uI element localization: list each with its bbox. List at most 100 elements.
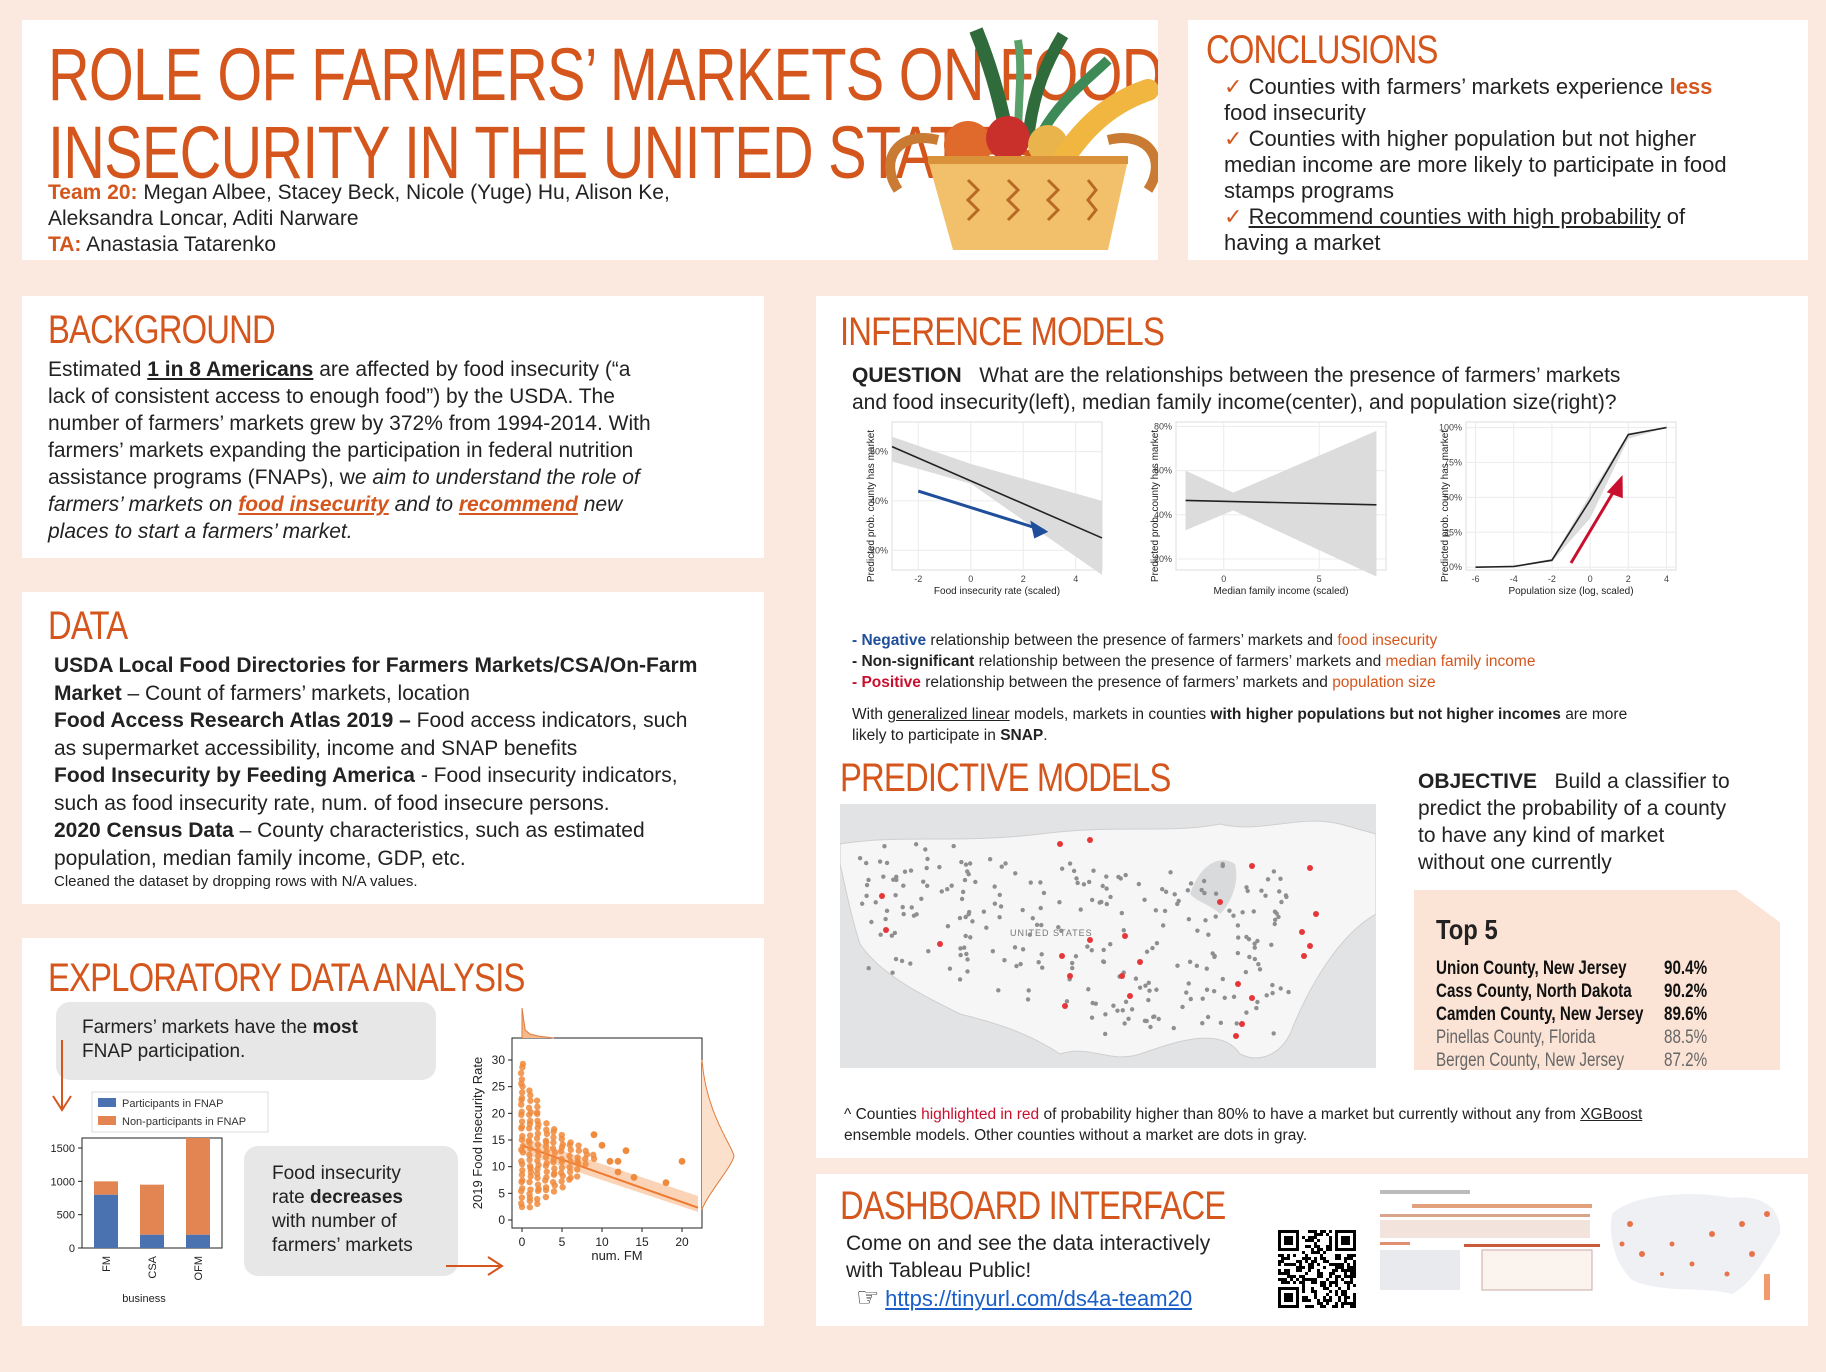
map-dot-gray (925, 883, 930, 889)
qr-module (1311, 1230, 1314, 1233)
dashboard-link[interactable]: https://tinyurl.com/ds4a-team20 (885, 1286, 1193, 1311)
bar-category-label: CSA (147, 1255, 159, 1278)
qr-module (1317, 1248, 1320, 1251)
map-dot-gray (893, 893, 898, 898)
map-dot-gray (1206, 932, 1211, 937)
map-dot-gray (1070, 965, 1075, 971)
qr-module (1353, 1305, 1356, 1308)
map-dot-gray (913, 842, 919, 847)
map-dot-gray (1104, 901, 1109, 907)
scatter-point (527, 1186, 534, 1193)
qr-module (1335, 1281, 1338, 1284)
qr-module (1320, 1281, 1323, 1284)
map-dot-gray (958, 946, 963, 951)
scatter-point (575, 1142, 582, 1149)
qr-module (1302, 1236, 1305, 1239)
qr-module (1296, 1269, 1299, 1272)
map-dot-gray (1222, 995, 1227, 1001)
qr-module (1323, 1305, 1326, 1308)
map-dot-gray (909, 905, 914, 910)
top5-percent: 89.6% (1664, 1004, 1708, 1025)
map-dot-red (1301, 953, 1307, 959)
qr-module (1302, 1296, 1305, 1299)
eda-callout-2: Food insecurity rate decreases with numb… (244, 1146, 458, 1276)
map-dot-gray (1085, 944, 1090, 949)
qr-module (1284, 1272, 1287, 1275)
scatter-point (518, 1157, 525, 1165)
qr-module (1314, 1251, 1317, 1254)
qr-module (1335, 1278, 1338, 1281)
qr-module (1347, 1266, 1350, 1269)
qr-module (1305, 1305, 1308, 1308)
predictive-panel: PREDICTIVE MODELS UNITED STATES OBJECTIV… (816, 750, 1808, 1158)
qr-module (1350, 1254, 1353, 1257)
dashboard-panel: DASHBOARD INTERFACE Come on and see the … (816, 1174, 1808, 1326)
scatter-point (606, 1157, 614, 1165)
eda-panel: EXPLORATORY DATA ANALYSIS Farmers’ marke… (22, 938, 764, 1326)
map-dot-gray (1269, 942, 1274, 948)
map-dot-gray (1286, 989, 1291, 995)
map-dot-gray (1244, 885, 1249, 890)
qr-module (1278, 1254, 1281, 1257)
map-dot-gray (1086, 879, 1092, 885)
scatter-point (519, 1089, 526, 1096)
map-dot-gray (1284, 894, 1289, 900)
map-dot-gray (1038, 905, 1043, 911)
qr-module (1344, 1260, 1347, 1263)
map-dot-gray (884, 908, 890, 914)
map-dot-gray (992, 884, 997, 889)
dashboard-thumbnail[interactable] (1372, 1184, 1792, 1314)
dashboard-title: DASHBOARD INTERFACE (840, 1184, 1226, 1228)
inf-xtick-label: 5 (1317, 574, 1322, 584)
map-dot-gray (1194, 963, 1200, 969)
bar-participants (186, 1234, 210, 1248)
qr-module (1305, 1254, 1308, 1257)
qr-module (1323, 1266, 1326, 1269)
map-dot-red (1087, 937, 1093, 943)
qr-module (1314, 1233, 1317, 1236)
bar-non-participants (186, 1138, 210, 1235)
team-members: Megan Albee, Stacey Beck, Nicole (Yuge) … (143, 181, 670, 204)
map-dot-gray (1160, 886, 1165, 892)
map-dot-gray (1247, 954, 1252, 960)
qr-module (1278, 1260, 1281, 1263)
inf2-fit-line (1185, 499, 1377, 506)
map-dot-red (1087, 837, 1093, 843)
qr-module (1281, 1257, 1284, 1260)
bar-category-label: FM (101, 1256, 113, 1272)
scatter-point (582, 1147, 589, 1155)
inf-xlabel: Food insecurity rate (scaled) (934, 586, 1060, 597)
bar-legend-swatch (98, 1116, 116, 1125)
scatter-point (533, 1097, 541, 1104)
eda-title: EXPLORATORY DATA ANALYSIS (48, 956, 525, 1000)
scatter-point (543, 1160, 550, 1167)
inf-ylabel: Predicted prob. county has market (866, 430, 877, 583)
map-dot-gray (1028, 880, 1033, 885)
map-dot-gray (1129, 1007, 1135, 1012)
qr-module (1308, 1299, 1311, 1302)
map-dot-gray (990, 949, 996, 954)
qr-code[interactable] (1278, 1230, 1356, 1308)
map-dot-gray (1122, 1021, 1127, 1026)
map-dot-gray (1244, 934, 1249, 940)
map-dot-gray (864, 882, 870, 888)
map-dot-gray (859, 901, 865, 906)
scatter-point (525, 1137, 533, 1144)
conclusion-item-3: ✓ Recommend counties with high probabili… (1224, 204, 1686, 255)
inf-xtick-label: -2 (1548, 574, 1556, 584)
map-dot-gray (864, 893, 869, 899)
map-dot-gray (901, 911, 906, 917)
map-dot-gray (1176, 898, 1181, 904)
map-dot-gray (1272, 921, 1277, 927)
map-dot-gray (926, 948, 931, 954)
scatter-point (543, 1120, 550, 1127)
top5-card: Top 5 Union County, New Jersey 90.4% Cass … (1414, 890, 1780, 1070)
scatter-point (559, 1141, 567, 1148)
inference-glm-note: With generalized linear models, markets … (852, 706, 1628, 744)
data-panel: DATA USDA Local Food Directories for Far… (22, 592, 764, 904)
qr-module (1326, 1248, 1329, 1251)
inf-xtick-label: 0 (1588, 574, 1593, 584)
conclusions-panel: CONCLUSIONS ✓ Counties with farmers’ mar… (1188, 20, 1808, 260)
scatter-point (558, 1131, 565, 1139)
map-dot-gray (1123, 999, 1129, 1005)
